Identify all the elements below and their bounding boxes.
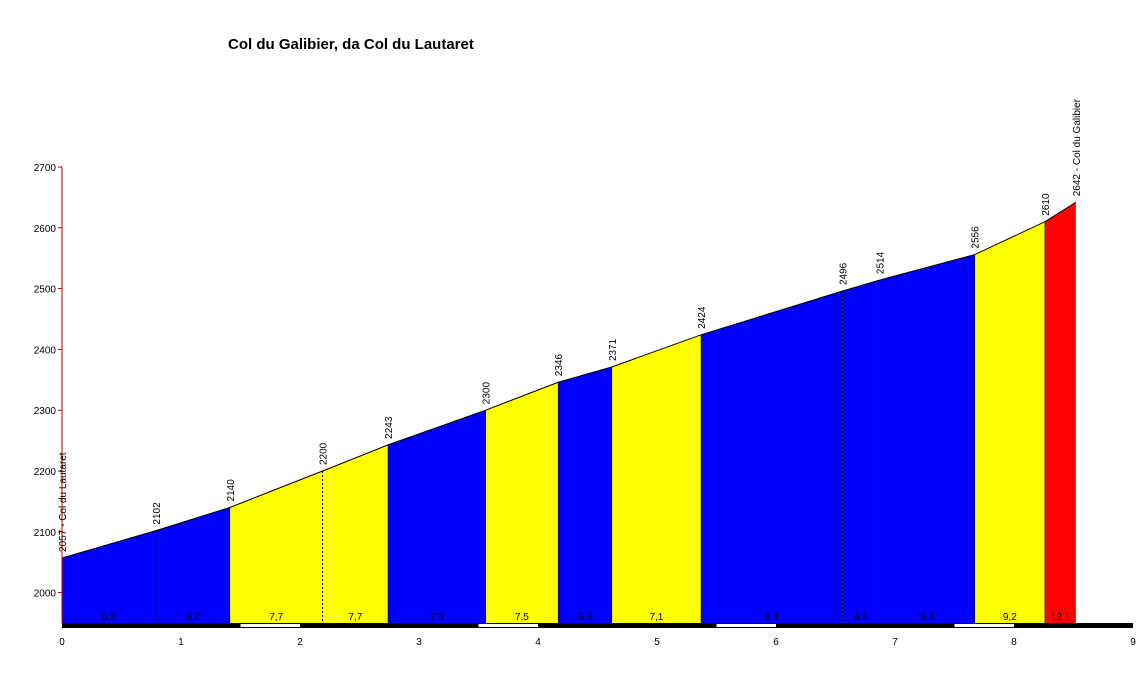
profile-outline: [61, 201, 1077, 559]
km-bar-half: [1073, 624, 1133, 627]
segment-fill-0: [62, 530, 157, 623]
elevation-label: 2610: [1041, 193, 1052, 216]
elevation-label: 2514: [876, 251, 887, 274]
km-bar-half: [478, 624, 538, 627]
elevation-label: 2496: [839, 262, 850, 285]
gradient-label: 7,0: [430, 612, 444, 623]
y-tick-label: 2600: [34, 224, 57, 235]
km-bar-half: [240, 624, 300, 627]
segment-fill-11: [974, 221, 1045, 623]
segment-fills: [62, 202, 1076, 623]
x-tick-label: 8: [1011, 637, 1017, 648]
elevation-label: 2200: [319, 442, 330, 465]
x-tick-label: 2: [297, 637, 303, 648]
x-axis: 0 1 2 3 4 5 6 7 8 9: [59, 623, 1136, 648]
segment-fill-3: [322, 444, 389, 623]
gradient-label: 7,7: [348, 612, 362, 623]
km-bar-half: [954, 624, 1014, 627]
x-tick-label: 0: [59, 637, 65, 648]
gradient-label: 7,5: [515, 612, 529, 623]
km-bar-half: [716, 624, 776, 627]
km-bar-half: [359, 624, 419, 627]
segment-fill-4: [388, 410, 486, 623]
elevation-label: 2140: [226, 479, 237, 502]
elevation-label: 2424: [697, 306, 708, 329]
gradient-label: 5,8: [102, 612, 116, 623]
elevation-label: 2346: [554, 354, 565, 377]
y-tick-label: 2200: [34, 467, 57, 478]
x-tick-label: 1: [178, 637, 184, 648]
elevation-label: 2300: [482, 382, 493, 405]
y-tick-label: 2400: [34, 345, 57, 356]
gradient-label: 5,6: [578, 612, 592, 623]
elevation-label: 2371: [608, 338, 619, 361]
gradient-label: 5,3: [920, 612, 934, 623]
segment-fill-7: [611, 334, 702, 623]
y-tick-label: 2700: [34, 163, 57, 174]
segment-fill-2: [229, 471, 323, 623]
elevation-label: 2243: [384, 416, 395, 439]
gradient-label: 7,7: [269, 612, 283, 623]
profile-line: [61, 201, 1077, 559]
chart-title: Col du Galibier, da Col du Lautaret: [228, 36, 474, 53]
elevation-labels: 2057 - Col du Lautaret 2102 2140 2200 2243 23…: [58, 98, 1083, 552]
y-tick-label: 2300: [34, 406, 57, 417]
elevation-label: 2057 - Col du Lautaret: [58, 452, 69, 552]
x-tick-label: 4: [535, 637, 541, 648]
gradient-label: 6,1: [765, 612, 779, 623]
elevation-label: 2642 - Col du Galibier: [1072, 98, 1083, 196]
gradient-label: 12,1: [1051, 612, 1071, 623]
segment-fill-10: [879, 254, 975, 623]
y-tick-label: 2500: [34, 285, 57, 296]
km-bar-half: [835, 624, 895, 627]
x-tick-label: 3: [416, 637, 422, 648]
gradient-label: 9,2: [1003, 612, 1017, 623]
x-tick-label: 5: [654, 637, 660, 648]
segment-fill-1: [156, 507, 230, 623]
y-tick-label: 2000: [34, 589, 57, 600]
x-tick-label: 7: [892, 637, 898, 648]
gradient-label: 7,1: [649, 612, 663, 623]
gradient-label: 6,2: [186, 612, 200, 623]
segment-fill-5: [485, 382, 559, 623]
km-bar-half: [597, 624, 657, 627]
x-tick-label: 6: [773, 637, 779, 648]
elevation-label: 2102: [152, 502, 163, 525]
segment-separators: [155, 221, 1046, 623]
km-bar-half: [121, 624, 181, 627]
segment-fill-9: [842, 280, 880, 623]
y-tick-label: 2100: [34, 528, 57, 539]
elevation-label: 2556: [971, 226, 982, 249]
y-axis: 2000 2100 2200 2300 2400 2500 2600 2700: [34, 163, 63, 623]
x-tick-label: 9: [1130, 637, 1136, 648]
segment-fill-8: [701, 291, 843, 623]
segment-fill-12: [1044, 202, 1076, 623]
segment-fill-6: [558, 367, 612, 623]
gradient-labels: 5,8 6,2 7,7 7,7 7,0 7,5 5,6 7,1 6,1 5,5 5,3 9,2 12,1: [102, 612, 1071, 623]
gradient-label: 5,5: [854, 612, 868, 623]
